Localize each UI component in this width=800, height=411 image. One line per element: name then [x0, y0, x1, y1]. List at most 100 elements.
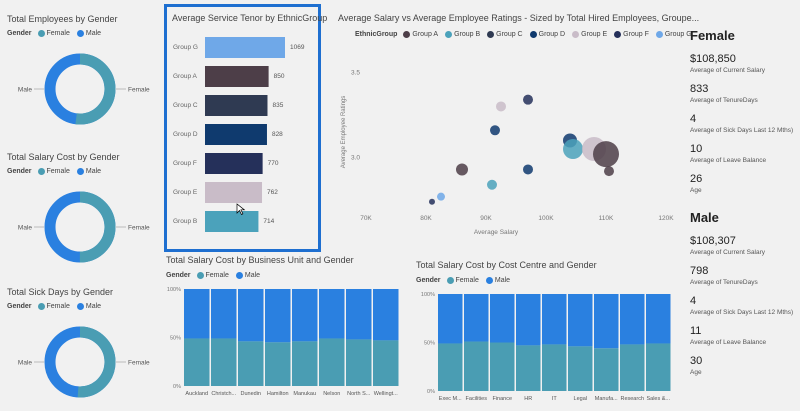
scatter-chart[interactable]: 70K 80K 90K 100K 110K 120K 3.5 3.0 Average Salar… [336, 42, 676, 242]
donut-legend[interactable]: Gender Female Male [7, 168, 105, 175]
donut-panel[interactable]: Total Sick Days by Gender Gender Female Mal… [0, 281, 160, 411]
stack-bar-male[interactable] [646, 294, 671, 344]
bar[interactable] [205, 66, 269, 87]
donut-legend-item[interactable]: Female [37, 168, 70, 175]
scatter-legend-item[interactable]: Group B [445, 31, 480, 38]
bu-stacked-chart[interactable]: 100% 50% 0% Auckland Christch... Dunedin Hamil… [164, 283, 404, 408]
stack-bar-female[interactable] [542, 344, 567, 391]
scatter-legend-item[interactable]: Group A [403, 31, 438, 38]
scatter-point[interactable] [456, 163, 468, 176]
selected-visual-frame[interactable]: Average Service Tenor by EthnicGroup Gro… [164, 4, 327, 252]
donut-legend[interactable]: Gender Female Male [7, 303, 105, 310]
bu-legend[interactable]: Gender Female Male [166, 272, 264, 279]
stack-bar-male[interactable] [516, 294, 541, 346]
stack-bar-female[interactable] [238, 341, 264, 386]
stack-bar-female[interactable] [646, 343, 671, 391]
stack-category-label: Sales &... [646, 396, 670, 402]
scatter-legend[interactable]: EthnicGroup Group A Group B Group C Group D G… [355, 31, 696, 38]
stack-bar-male[interactable] [568, 294, 593, 347]
bar[interactable] [205, 37, 285, 58]
stack-bar-female[interactable] [464, 341, 489, 391]
scatter-point[interactable] [429, 198, 435, 205]
stack-bar-male[interactable] [490, 294, 515, 343]
stack-bar-female[interactable] [319, 338, 345, 386]
bar[interactable] [205, 124, 267, 145]
stack-bar-female[interactable] [184, 338, 210, 386]
donut-panel[interactable]: Total Salary Cost by Gender Gender Female M… [0, 146, 160, 276]
scatter-legend-item[interactable]: Group G [655, 31, 692, 38]
scatter-point[interactable] [523, 94, 533, 105]
cc-legend-item[interactable]: Male [485, 277, 510, 284]
stack-bar-male[interactable] [464, 294, 489, 342]
stack-bar-female[interactable] [265, 342, 291, 386]
scatter-y-axis-label: Average Employee Ratings [341, 96, 347, 169]
donut-legend-item[interactable]: Male [76, 303, 101, 310]
donut-legend-title: Gender [7, 30, 32, 37]
scatter-legend-item[interactable]: Group D [529, 31, 565, 38]
scatter-point[interactable] [593, 141, 619, 168]
donut-legend-item[interactable]: Female [37, 303, 70, 310]
scatter-legend-item[interactable]: Group C [487, 31, 523, 38]
scatter-point[interactable] [437, 192, 445, 201]
donut-slice-female[interactable] [44, 326, 116, 398]
stack-bar-male[interactable] [594, 294, 619, 349]
stack-bar-female[interactable] [516, 345, 541, 391]
bar-category-label: Group B [173, 218, 197, 225]
donut-panel[interactable]: Total Employees by Gender Gender Female Mal… [0, 8, 160, 138]
stack-bar-male[interactable] [265, 289, 291, 343]
donut-chart[interactable]: Female Male [0, 176, 160, 276]
bar[interactable] [205, 95, 268, 116]
scatter-point[interactable] [523, 164, 533, 175]
donut-slice-female[interactable] [44, 53, 116, 125]
stack-y-tick: 100% [167, 287, 181, 293]
stack-bar-male[interactable] [620, 294, 645, 345]
stack-bar-female[interactable] [438, 343, 463, 391]
stack-category-label: Research [620, 396, 644, 402]
donut-legend-item[interactable]: Male [76, 168, 101, 175]
donut-chart[interactable]: Female Male [0, 38, 160, 138]
scatter-point[interactable] [496, 101, 506, 112]
stack-bar-female[interactable] [594, 348, 619, 391]
bar[interactable] [205, 182, 263, 203]
scatter-point[interactable] [487, 179, 497, 190]
bu-legend-item[interactable]: Female [196, 272, 229, 279]
stack-bar-female[interactable] [292, 341, 318, 386]
bu-legend-item[interactable]: Male [235, 272, 260, 279]
donut-slice-female[interactable] [44, 191, 116, 263]
stack-y-tick: 50% [170, 336, 181, 342]
scatter-point[interactable] [604, 166, 614, 177]
stack-y-tick: 0% [173, 384, 181, 390]
stack-bar-male[interactable] [184, 289, 210, 339]
stack-bar-male[interactable] [542, 294, 567, 345]
bar[interactable] [205, 153, 263, 174]
cc-stacked-chart[interactable]: 100% 50% 0% Exec M... Facilities Finance HR IT L… [414, 288, 674, 408]
scatter-point[interactable] [563, 139, 583, 160]
cc-legend-item[interactable]: Female [446, 277, 479, 284]
stack-category-label: Manukau [293, 391, 316, 397]
donut-chart[interactable]: Female Male [0, 311, 160, 411]
scatter-point[interactable] [490, 125, 500, 136]
stack-bar-female[interactable] [568, 346, 593, 391]
donut-legend-item[interactable]: Male [76, 30, 101, 37]
stack-bar-male[interactable] [319, 289, 345, 339]
stack-bar-male[interactable] [238, 289, 264, 342]
donut-legend[interactable]: Gender Female Male [7, 30, 105, 37]
bar[interactable] [205, 211, 259, 232]
stack-bar-male[interactable] [373, 289, 399, 341]
donut-legend-item[interactable]: Female [37, 30, 70, 37]
cc-legend[interactable]: Gender Female Male [416, 277, 514, 284]
stack-bar-female[interactable] [211, 338, 237, 386]
scatter-legend-item[interactable]: Group E [572, 31, 607, 38]
stack-bar-male[interactable] [292, 289, 318, 342]
scatter-legend-item[interactable]: Group F [614, 31, 649, 38]
donut-title: Total Employees by Gender [7, 14, 118, 24]
stack-bar-female[interactable] [373, 340, 399, 386]
stack-bar-male[interactable] [346, 289, 372, 340]
bar-chart[interactable]: Group G 1069 Group A 850 Group C 835 Group D 82… [167, 31, 318, 251]
stack-bar-male[interactable] [211, 289, 237, 339]
stack-bar-female[interactable] [490, 342, 515, 392]
stack-bar-female[interactable] [620, 344, 645, 391]
stack-bar-male[interactable] [438, 294, 463, 344]
kpi-value: 798 [690, 265, 709, 277]
stack-bar-female[interactable] [346, 339, 372, 386]
